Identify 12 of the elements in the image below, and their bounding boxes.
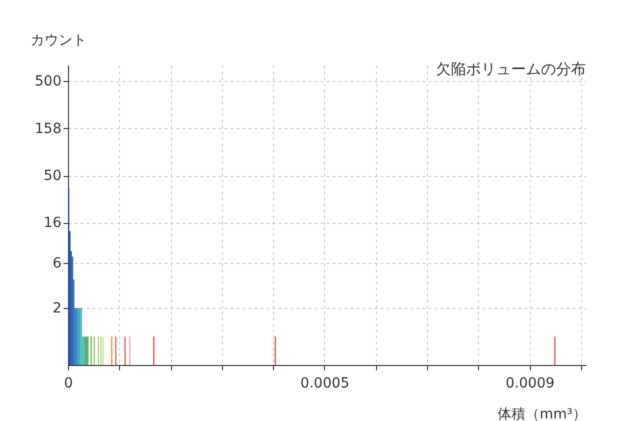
x-tick-label: 0.0009: [506, 376, 555, 392]
x-tick-label: 0.0005: [300, 376, 350, 392]
y-tick-label: 6: [52, 255, 62, 272]
y-tick-label: 16: [44, 215, 62, 232]
chart-title: 欠陥ボリュームの分布: [436, 60, 586, 78]
y-tick-label: 50: [44, 168, 62, 184]
x-tick-label: 0: [64, 376, 73, 392]
y-tick-label: 158: [34, 120, 62, 137]
x-axis-title: 体積（mm³）: [498, 406, 586, 421]
y-tick-label: 500: [34, 74, 62, 90]
y-tick-label: 2: [52, 300, 62, 317]
y-axis-title: カウント: [30, 32, 86, 48]
